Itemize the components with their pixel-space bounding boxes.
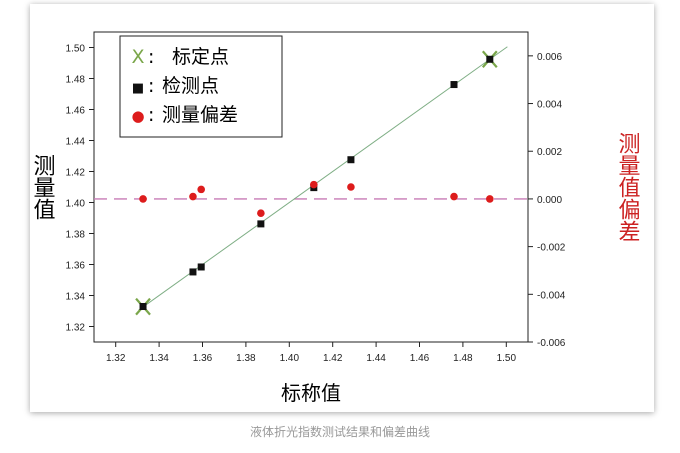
measured-point <box>450 81 458 89</box>
legend-label: 测量偏差 <box>162 104 238 126</box>
y-tick-label: 1.36 <box>66 261 86 272</box>
x-tick-label: 1.32 <box>106 353 126 364</box>
measured-point <box>189 268 197 276</box>
legend-separator: : <box>148 75 154 97</box>
legend-marker: ■ <box>132 81 144 96</box>
y2-tick-label: 0.000 <box>537 195 562 206</box>
x-tick-label: 1.40 <box>280 353 300 364</box>
y-tick-label: 1.40 <box>66 199 86 210</box>
y-tick-label: 1.38 <box>66 230 86 241</box>
y2-tick-label: -0.006 <box>537 338 566 349</box>
measured-point <box>347 156 355 164</box>
deviation-point <box>257 209 265 218</box>
measured-point <box>197 263 205 271</box>
figure-card: 1.32 1.34 1.36 1.38 1.40 1.42 1.44 1.46 1.48 1.50… <box>30 4 654 412</box>
legend-marker: ● <box>131 107 144 125</box>
y-tick-label: 1.50 <box>66 44 86 55</box>
y-tick-label: 1.44 <box>66 137 86 148</box>
y-tick-label: 1.48 <box>66 75 86 86</box>
legend-box <box>119 35 283 138</box>
deviation-point <box>139 195 147 203</box>
x-tick-label: 1.48 <box>453 353 473 364</box>
x-tick-label: 1.36 <box>193 353 213 364</box>
y-axis-title: 测量值 <box>30 154 56 220</box>
legend-label: 检测点 <box>162 75 219 97</box>
y2-tick-label: -0.002 <box>537 243 566 254</box>
measured-point <box>486 55 494 63</box>
figure-caption: 液体折光指数测试结果和偏差曲线 <box>249 425 430 439</box>
y2-tick-label: -0.004 <box>537 290 566 301</box>
deviation-point <box>347 183 355 191</box>
deviation-point <box>486 195 494 203</box>
y-tick-label: 1.42 <box>66 168 86 179</box>
x-tick-label: 1.44 <box>366 353 386 364</box>
legend-separator: : <box>148 46 154 68</box>
deviation-point <box>310 180 318 189</box>
y2-tick-label: 0.004 <box>537 100 562 111</box>
y2-axis-title: 测量值偏差 <box>615 132 641 242</box>
legend-separator: : <box>148 104 154 126</box>
measured-point <box>257 220 265 228</box>
y-tick-label: 1.32 <box>66 323 86 334</box>
chart: 1.32 1.34 1.36 1.38 1.40 1.42 1.44 1.46 1.48 1.50… <box>30 31 641 405</box>
legend-label: 标定点 <box>172 46 229 68</box>
x-tick-label: 1.42 <box>323 353 343 364</box>
x-tick-label: 1.38 <box>236 353 256 364</box>
y2-tick-label: 0.006 <box>537 52 562 63</box>
x-tick-label: 1.34 <box>149 353 169 364</box>
y-tick-label: 1.46 <box>66 106 86 117</box>
measured-point <box>139 303 147 311</box>
x-axis-title: 标称值 <box>281 381 341 405</box>
deviation-point <box>197 185 205 194</box>
deviation-point <box>450 192 458 201</box>
deviation-point <box>189 192 197 201</box>
x-tick-label: 1.50 <box>497 353 517 364</box>
y2-tick-label: 0.002 <box>537 147 562 158</box>
y-tick-label: 1.34 <box>66 292 86 303</box>
legend-marker: X <box>131 46 144 68</box>
x-tick-label: 1.46 <box>410 353 430 364</box>
